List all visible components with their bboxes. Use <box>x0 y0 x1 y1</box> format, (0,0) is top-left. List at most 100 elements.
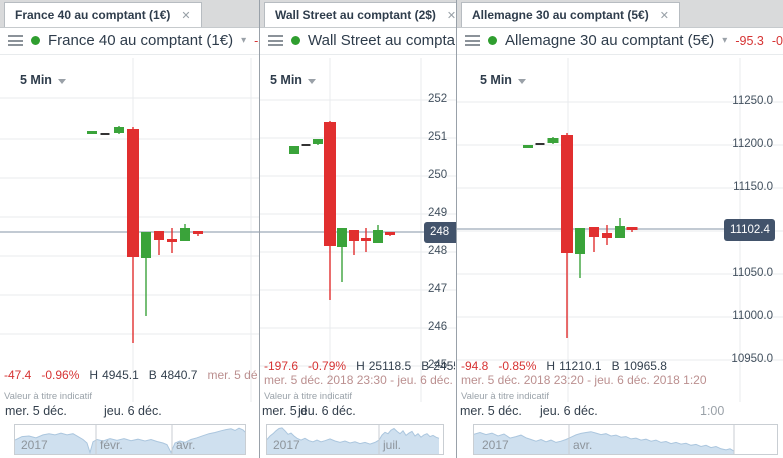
timeline-navigator[interactable]: 2017 févr. avr. <box>14 424 246 455</box>
candle-body <box>324 122 336 246</box>
hamburger-menu-icon[interactable] <box>8 35 23 46</box>
high-value: 4945.1 <box>102 368 139 382</box>
disclaimer: Valeur à titre indicatif <box>4 391 93 402</box>
market-open-dot <box>31 36 40 45</box>
dropdown-arrow-icon <box>57 78 66 84</box>
dropdown-arrow-icon <box>517 78 526 84</box>
instrument-title[interactable]: Allemagne 30 au comptant (5€) <box>505 32 715 49</box>
candle-body <box>523 145 533 148</box>
disclaimer: Valeur à titre indicatif <box>264 391 353 402</box>
high-value: 25118.5 <box>368 359 412 373</box>
change-value: -197.6 <box>264 359 299 373</box>
candle-body <box>589 227 599 237</box>
instrument-title[interactable]: Wall Street au comptant (2$) <box>308 32 456 49</box>
close-icon[interactable]: ✕ <box>446 9 457 22</box>
candle-body <box>575 228 585 254</box>
navigator-period-label: févr. <box>100 438 123 452</box>
navigator-period-label: avr. <box>176 438 196 452</box>
chart-panel-france40: mer. 5 déc. jeu. 6 déc. France 40 au comp… <box>0 0 260 458</box>
low-label: B <box>421 359 430 373</box>
navigator-area-chart <box>267 425 440 454</box>
instrument-tab[interactable]: France 40 au comptant (1€) ✕ <box>4 2 202 27</box>
navigator-area-fill <box>267 427 439 454</box>
high-label: H <box>546 359 556 373</box>
candlestick-chart[interactable] <box>0 0 260 458</box>
hamburger-menu-icon[interactable] <box>268 35 283 46</box>
candle-body <box>193 231 203 234</box>
navigator-area-line <box>267 427 440 445</box>
candle-body <box>602 233 612 238</box>
disclaimer: Valeur à titre indicatif <box>461 391 550 402</box>
timeline-navigator[interactable]: 2017 juil. <box>266 424 444 455</box>
interval-label: 5 Min <box>270 73 302 87</box>
instrument-header: France 40 au comptant (1€) ▾ -5 <box>0 27 259 55</box>
tab-label: Wall Street au comptant (2$) <box>275 8 436 22</box>
dropdown-arrow-icon <box>307 78 316 84</box>
navigator-period-label: 2017 <box>21 438 48 452</box>
candle-body <box>337 228 347 247</box>
chevron-down-icon[interactable]: ▾ <box>722 35 728 46</box>
candle-body <box>141 232 151 258</box>
hamburger-menu-icon[interactable] <box>465 35 480 46</box>
chevron-down-icon[interactable]: ▾ <box>241 35 247 46</box>
tab-strip: France 40 au comptant (1€) ✕ <box>0 0 259 28</box>
chart-panel-allemagne30: 11250.0 11200.0 11150.0 11050.0 11000.0 10950… <box>457 0 783 458</box>
candle-body <box>615 226 625 238</box>
candle-body <box>385 232 395 235</box>
change-pct: -0.85% <box>498 359 537 373</box>
navigator-period-label: 2017 <box>273 438 300 452</box>
candle-body <box>301 144 311 146</box>
candle-body <box>100 133 110 135</box>
instrument-header: Allemagne 30 au comptant (5€) ▾ -95.3 -0… <box>457 27 783 55</box>
close-icon[interactable]: ✕ <box>659 9 669 22</box>
tab-strip: Wall Street au comptant (2$) ✕ <box>260 0 456 28</box>
low-label: B <box>148 368 157 382</box>
instrument-tab[interactable]: Allemagne 30 au comptant (5€) ✕ <box>461 2 680 27</box>
market-open-dot <box>488 36 497 45</box>
timeline-navigator[interactable]: 2017 avr. <box>473 424 778 455</box>
navigator-area-chart <box>15 425 245 454</box>
candle-body <box>114 127 124 133</box>
low-value: 24550.5 <box>433 359 455 373</box>
period-range: mer. 5 déc. 2018 23:30 - jeu. 6 déc. 201… <box>264 373 455 387</box>
candle-body <box>167 239 177 242</box>
candle-body <box>561 135 573 253</box>
candlestick-chart[interactable] <box>260 0 457 458</box>
market-open-dot <box>291 36 300 45</box>
interval-label: 5 Min <box>480 73 512 87</box>
low-value: 10965.8 <box>623 359 667 373</box>
change-pct: -0.96% <box>41 368 80 382</box>
interval-selector[interactable]: 5 Min <box>480 73 526 87</box>
instrument-header: Wall Street au comptant (2$) ▾ <box>260 27 456 55</box>
navigator-period-label: 2017 <box>482 438 509 452</box>
instrument-tab[interactable]: Wall Street au comptant (2$) ✕ <box>264 2 457 27</box>
candle-body <box>154 231 164 240</box>
navigator-area-chart <box>474 425 735 454</box>
tab-label: France 40 au comptant (1€) <box>15 8 171 22</box>
candle-body <box>535 143 545 145</box>
interval-selector[interactable]: 5 Min <box>20 73 66 87</box>
ohlc-stats: -94.8 -0.85% H 11210.1 B 10965.8 mer. 5 dé… <box>461 359 782 387</box>
close-icon[interactable]: ✕ <box>181 9 191 22</box>
candlestick-chart[interactable] <box>457 0 783 458</box>
navigator-period-label: juil. <box>383 438 402 452</box>
navigator-area-line <box>474 431 735 452</box>
change-value: -94.8 <box>461 359 489 373</box>
navigator-area-fill <box>15 428 245 454</box>
instrument-title[interactable]: France 40 au comptant (1€) <box>48 32 234 49</box>
candle-body <box>289 146 299 154</box>
candle-body <box>87 131 97 134</box>
interval-label: 5 Min <box>20 73 52 87</box>
high-value: 11210.1 <box>559 359 602 373</box>
candle-body <box>361 238 371 241</box>
navigator-area-fill <box>474 431 734 454</box>
interval-selector[interactable]: 5 Min <box>270 73 316 87</box>
candle-body <box>127 129 139 257</box>
header-change-value: -95.3 <box>735 33 764 48</box>
candle-body <box>313 139 323 144</box>
chart-panel-wallstreet: 252 251 250 249 248 247 246 245 mer. 5 d jeu. 6 … <box>260 0 457 458</box>
high-label: H <box>356 359 365 373</box>
